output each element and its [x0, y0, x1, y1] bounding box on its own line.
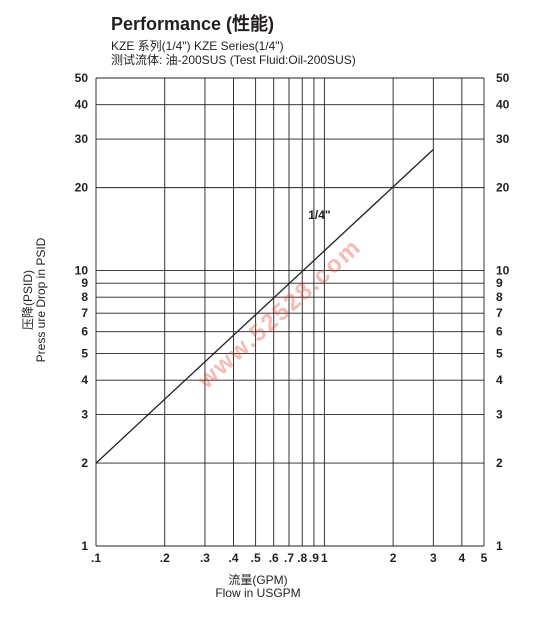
- y-tick-label-5: 5: [81, 346, 88, 360]
- x-tick-label-3: 3: [430, 551, 437, 565]
- x-tick-label-5: 5: [481, 551, 488, 565]
- y-tick-label-right-5: 5: [496, 346, 503, 360]
- x-axis-label-line1: 流量(GPM): [228, 573, 288, 587]
- y-tick-label-20: 20: [75, 181, 89, 195]
- y-tick-label-6: 6: [81, 325, 88, 339]
- y-axis-label-line2: Press ure Drop in PSID: [34, 237, 48, 363]
- chart-title: Performance (性能): [111, 14, 275, 34]
- series-line-1-4: [95, 149, 434, 464]
- x-tick-label-.1: .1: [91, 551, 101, 565]
- y-tick-label-right-3: 3: [496, 408, 503, 422]
- y-tick-label-3: 3: [81, 408, 88, 422]
- y-axis-label: 压降(PSID) Press ure Drop in PSID: [21, 210, 52, 390]
- y-tick-label-right-6: 6: [496, 325, 503, 339]
- y-tick-label-right-10: 10: [496, 264, 510, 278]
- y-tick-label-1: 1: [81, 539, 88, 553]
- y-tick-label-30: 30: [75, 132, 89, 146]
- x-tick-label-.7: .7: [284, 551, 294, 565]
- y-tick-label-right-7: 7: [496, 306, 503, 320]
- chart-subtitle-fluid: 测试流体: 油-200SUS (Test Fluid:Oil-200SUS): [111, 53, 356, 67]
- y-tick-label-right-9: 9: [496, 276, 503, 290]
- x-tick-label-2: 2: [390, 551, 397, 565]
- y-tick-label-9: 9: [81, 276, 88, 290]
- y-tick-label-right-30: 30: [496, 132, 510, 146]
- x-tick-label-1: 1: [321, 551, 328, 565]
- y-tick-label-right-40: 40: [496, 98, 510, 112]
- y-tick-label-50: 50: [75, 71, 89, 85]
- x-axis-label: 流量(GPM) Flow in USGPM: [183, 574, 333, 600]
- x-tick-label-.5: .5: [251, 551, 261, 565]
- x-tick-label-.9: .9: [309, 551, 319, 565]
- y-tick-label-8: 8: [81, 290, 88, 304]
- y-tick-label-right-1: 1: [496, 539, 503, 553]
- x-tick-label-.6: .6: [269, 551, 279, 565]
- y-tick-label-right-20: 20: [496, 181, 510, 195]
- x-tick-label-.4: .4: [228, 551, 238, 565]
- y-tick-label-2: 2: [81, 456, 88, 470]
- y-tick-label-10: 10: [75, 264, 89, 278]
- chart-subtitle-series: KZE 系列(1/4") KZE Series(1/4"): [111, 39, 284, 53]
- y-tick-label-40: 40: [75, 98, 89, 112]
- y-tick-label-4: 4: [81, 373, 88, 387]
- y-tick-label-right-4: 4: [496, 373, 503, 387]
- x-tick-label-4: 4: [459, 551, 466, 565]
- y-tick-label-right-50: 50: [496, 71, 510, 85]
- x-tick-label-.8: .8: [297, 551, 307, 565]
- y-tick-label-right-2: 2: [496, 456, 503, 470]
- x-tick-label-.3: .3: [200, 551, 210, 565]
- x-tick-label-.2: .2: [160, 551, 170, 565]
- y-tick-label-7: 7: [81, 306, 88, 320]
- y-tick-label-right-8: 8: [496, 290, 503, 304]
- series-label-1-4: 1/4": [308, 208, 330, 222]
- x-axis-label-line2: Flow in USGPM: [215, 586, 301, 600]
